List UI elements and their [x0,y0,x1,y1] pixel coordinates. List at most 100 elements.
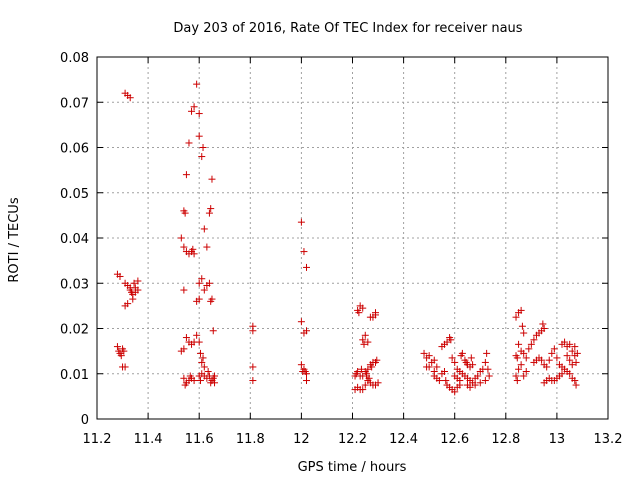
data-point [203,243,211,251]
data-point [359,386,367,394]
data-point [193,331,201,339]
data-point [116,272,124,280]
data-point [208,295,216,303]
data-point [364,365,372,373]
data-point [129,295,137,303]
data-point [430,356,438,364]
gridlines [97,57,608,419]
data-point [188,107,196,115]
data-point [121,363,129,371]
data-point [249,327,257,335]
data-point [484,365,492,373]
data-point [198,358,206,366]
data-point [195,110,203,118]
data-point [530,336,538,344]
data-point [249,377,257,385]
data-point [196,349,204,357]
data-point [561,338,569,346]
x-tick-label: 12.8 [491,432,520,447]
data-point [198,153,206,161]
data-point [474,372,482,380]
data-point [572,381,580,389]
data-point [420,349,428,357]
data-point [566,370,574,378]
data-point [553,354,561,362]
plot-frame [96,56,609,420]
data-point [433,363,441,371]
data-point [189,245,197,253]
data-point [120,347,128,355]
data-point [520,349,528,357]
data-point [182,334,190,342]
data-point [180,243,188,251]
data-point [297,218,305,226]
y-tick-label: 0.05 [60,187,89,202]
data-point [481,358,489,366]
data-point [374,379,382,387]
data-point [435,377,443,385]
data-point [361,381,369,389]
x-tick-label: 13 [549,432,566,447]
y-tick-label: 0.08 [60,51,89,66]
x-tick-label: 11.6 [185,432,214,447]
data-point [209,327,217,335]
data-point [185,139,193,147]
y-tick-label: 0 [81,413,89,428]
axis-ticks: 11.2 11.4 11.6 11.8 12 12.2 12.4 12.6 12.8 13 13.2… [60,51,622,447]
data-point [134,277,142,285]
data-point [568,361,576,369]
data-point [566,356,574,364]
data-point [297,318,305,326]
data-point [520,372,528,380]
x-tick-label: 12 [293,432,310,447]
data-point [571,377,579,385]
data-point [543,363,551,371]
data-point [518,322,526,330]
chart-title: Day 203 of 2016, Rate Of TEC Index for r… [173,21,522,36]
data-point [199,144,207,151]
data-point [512,372,520,380]
data-point [476,379,484,387]
data-point [548,349,556,357]
data-point [177,234,185,242]
data-point [195,132,203,140]
data-point [558,370,566,378]
data-point [515,365,523,373]
data-point [545,356,553,364]
x-tick-label: 12.2 [338,432,367,447]
data-point [180,374,188,382]
data-point [211,379,219,387]
data-point [361,331,369,339]
data-point [572,358,580,366]
data-point [458,349,466,357]
data-point [520,329,528,337]
data-point [365,374,373,382]
data-point [538,356,546,364]
data-point [456,377,464,385]
data-point [573,349,581,357]
data-point [467,354,475,362]
data-point [540,325,548,332]
data-point [469,361,477,369]
data-point [442,377,450,385]
data-point [515,340,523,348]
data-point [373,356,381,364]
data-point [190,250,198,258]
data-point [195,295,203,303]
data-point [368,363,376,371]
data-point [571,343,579,351]
data-points [113,80,581,396]
data-point [249,363,257,371]
data-point [124,300,132,308]
y-tick-label: 0.07 [60,96,89,111]
x-tick-label: 11.8 [236,432,265,447]
data-point [360,340,368,348]
y-tick-label: 0.02 [60,323,89,338]
data-point [513,354,521,362]
data-point [522,367,530,375]
x-tick-label: 12.6 [440,432,469,447]
data-point [113,343,121,351]
x-tick-label: 13.2 [594,432,623,447]
data-point [563,352,571,360]
